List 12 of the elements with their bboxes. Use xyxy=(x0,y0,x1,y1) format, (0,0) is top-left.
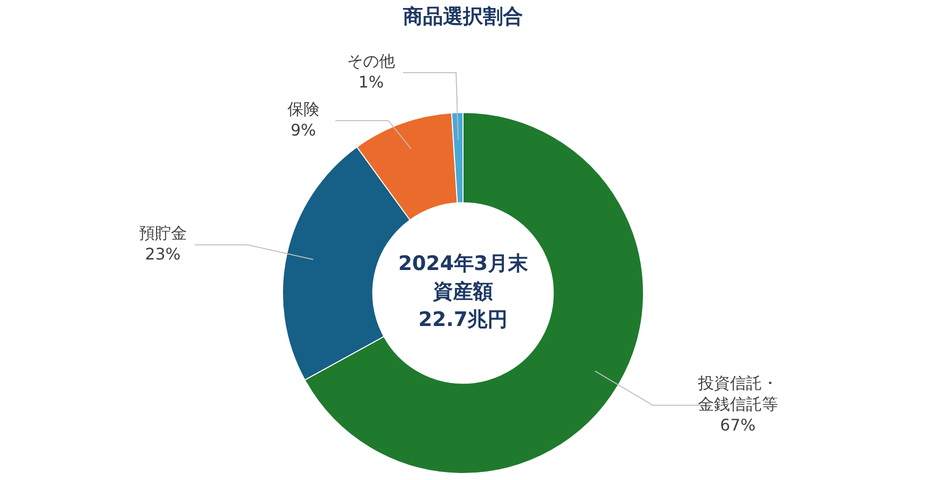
data-label: 9% xyxy=(290,120,316,140)
text: 資産額 xyxy=(432,279,493,304)
text: 2024年3月末 xyxy=(398,251,529,276)
data-label: 67% xyxy=(720,415,756,434)
data-label: 1% xyxy=(358,72,384,92)
slice-label: 保険 xyxy=(287,99,320,118)
text: 22.7兆円 xyxy=(418,307,508,332)
slice-label: 預貯金 xyxy=(138,224,187,243)
chart-title: 商品選択割合 xyxy=(402,4,523,28)
slice-label: 投資信託・金銭信託等 xyxy=(696,373,778,414)
data-label: 23% xyxy=(145,244,181,264)
slice-label: その他 xyxy=(347,51,396,70)
